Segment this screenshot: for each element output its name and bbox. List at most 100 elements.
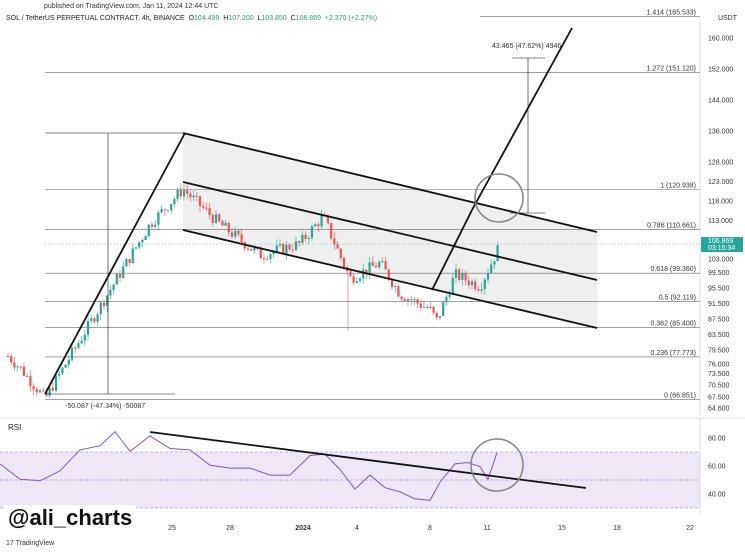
target-move-label: 43.465 (47.62%) 4946 bbox=[492, 43, 561, 50]
candle-body bbox=[16, 366, 19, 368]
candle-body bbox=[234, 230, 237, 237]
candle-body bbox=[224, 222, 227, 226]
candle-body bbox=[451, 277, 454, 295]
candle-body bbox=[150, 224, 154, 227]
candle-body bbox=[493, 261, 496, 265]
candle-body bbox=[259, 248, 262, 259]
candle-body bbox=[35, 389, 38, 393]
trend-lines: -50.087 (-47.34%) -50087 43.465 (47.62%) … bbox=[44, 27, 700, 410]
author-handle: @ali_charts bbox=[4, 505, 137, 531]
candle-body bbox=[19, 366, 22, 368]
tradingview-label: TradingView bbox=[15, 540, 55, 547]
candle-body bbox=[387, 269, 390, 280]
fib-label-8: 0 (66.851) bbox=[664, 392, 696, 399]
candle-body bbox=[38, 390, 42, 393]
candle-body bbox=[432, 306, 435, 313]
candle-body bbox=[470, 281, 474, 286]
candle-body bbox=[214, 214, 218, 223]
candle-body bbox=[29, 375, 32, 387]
price-tick-2: 144.000 bbox=[708, 98, 733, 105]
fib-label-3: 0.786 (110.661) bbox=[647, 222, 696, 229]
candle-body bbox=[426, 306, 429, 309]
price-tick-17: 70.500 bbox=[708, 383, 730, 390]
candle-body bbox=[374, 265, 378, 268]
candle-body bbox=[467, 280, 470, 286]
candle-body bbox=[80, 340, 83, 344]
prior-move-label: -50.087 (-47.34%) -50087 bbox=[65, 403, 145, 410]
price-tick-9: 99.500 bbox=[708, 270, 730, 277]
candle-body bbox=[474, 281, 477, 290]
candle-body bbox=[445, 296, 448, 303]
candle-body bbox=[378, 261, 381, 268]
candle-body bbox=[483, 279, 486, 290]
candle-body bbox=[13, 362, 16, 368]
candle-body bbox=[371, 262, 374, 266]
price-tick-8: 103.000 bbox=[708, 257, 733, 264]
candle-body bbox=[166, 210, 170, 212]
open-label: O bbox=[188, 15, 195, 22]
rsi-label: RSI bbox=[8, 423, 22, 432]
candle-body bbox=[74, 347, 77, 349]
candle-body bbox=[266, 258, 269, 260]
candle-body bbox=[416, 299, 419, 304]
price-tick-19: 64.600 bbox=[708, 406, 730, 413]
fib-label-7: 0.236 (77.773) bbox=[650, 350, 696, 357]
candle-body bbox=[173, 199, 176, 205]
target-leg-line bbox=[471, 27, 573, 211]
candle-body bbox=[138, 242, 141, 248]
candle-body bbox=[480, 289, 483, 291]
candle-body bbox=[6, 356, 10, 358]
candle-body bbox=[246, 248, 250, 250]
candle-body bbox=[275, 245, 278, 252]
candle-body bbox=[208, 208, 211, 216]
candle-body bbox=[285, 244, 288, 254]
open-value: 104.499 bbox=[194, 15, 220, 22]
candle-body bbox=[112, 284, 115, 290]
candle-body bbox=[458, 269, 461, 280]
channel-top-line bbox=[182, 132, 598, 233]
currency-unit: USDT bbox=[717, 15, 737, 22]
candle-body bbox=[99, 302, 102, 315]
time-tick-3: 4 bbox=[355, 525, 359, 532]
candle-body bbox=[83, 334, 86, 341]
candle-body bbox=[298, 241, 301, 243]
candle-body bbox=[400, 296, 403, 300]
candles bbox=[6, 184, 499, 398]
time-axis: 25 28 2024 4 8 11 15 18 22 bbox=[168, 525, 694, 532]
candle-body bbox=[304, 234, 307, 239]
price-tick-15: 76.000 bbox=[708, 361, 730, 368]
price-tick-1: 152.000 bbox=[708, 67, 733, 74]
time-tick-1: 28 bbox=[226, 525, 234, 532]
candle-body bbox=[182, 190, 186, 197]
fib-label-5: 0.5 (92.119) bbox=[659, 294, 696, 301]
candle-body bbox=[54, 375, 58, 391]
candle-body bbox=[141, 240, 144, 243]
price-tick-12: 87.500 bbox=[708, 317, 730, 324]
candle-body bbox=[163, 209, 166, 211]
fib-label-4: 0.618 (99.360) bbox=[650, 266, 696, 273]
candle-body bbox=[406, 299, 410, 302]
candle-body bbox=[454, 269, 458, 278]
candle-body bbox=[352, 276, 355, 283]
candle-body bbox=[61, 367, 64, 374]
price-tick-5: 123.000 bbox=[708, 179, 733, 186]
candle-body bbox=[218, 214, 221, 222]
candle-body bbox=[211, 215, 214, 223]
price-axis: 160.000 152.000 144.000 136.000 128.000 123.0… bbox=[699, 22, 743, 415]
candle-body bbox=[381, 261, 384, 263]
candle-body bbox=[461, 272, 464, 280]
fib-label-0: 1.414 (165.533) bbox=[647, 10, 696, 17]
candle-body bbox=[227, 222, 230, 233]
price-tick-13: 83.500 bbox=[708, 332, 730, 339]
candle-body bbox=[368, 262, 371, 275]
candle-body bbox=[77, 343, 80, 348]
candle-body bbox=[70, 347, 74, 360]
candle-body bbox=[301, 234, 304, 243]
candle-body bbox=[490, 264, 493, 274]
candle-body bbox=[48, 387, 51, 396]
candle-body bbox=[317, 224, 320, 227]
time-tick-0: 25 bbox=[168, 525, 176, 532]
candle-body bbox=[189, 193, 192, 198]
fib-label-6: 0.382 (85.400) bbox=[650, 320, 696, 327]
